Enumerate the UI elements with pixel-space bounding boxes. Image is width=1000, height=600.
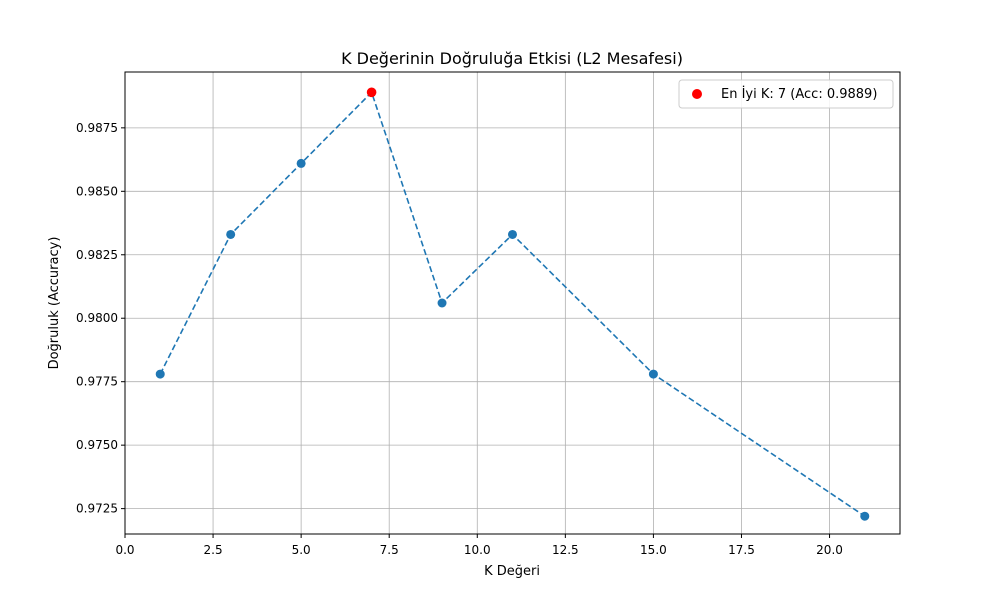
legend-marker-best-k bbox=[692, 89, 702, 99]
series-line bbox=[159, 90, 866, 517]
x-tick-label: 12.5 bbox=[552, 543, 579, 557]
y-tick-label: 0.9725 bbox=[76, 502, 118, 516]
y-tick-label: 0.9800 bbox=[76, 311, 118, 325]
data-point bbox=[508, 229, 517, 239]
x-tick-label: 20.0 bbox=[816, 543, 843, 557]
x-tick-label: 17.5 bbox=[728, 543, 755, 557]
data-point bbox=[296, 158, 306, 168]
y-tick-label: 0.9875 bbox=[76, 121, 118, 135]
best-k-point bbox=[366, 87, 377, 98]
x-tick-label: 2.5 bbox=[204, 543, 223, 557]
legend-entry-best-k: En İyi K: 7 (Acc: 0.9889) bbox=[721, 86, 877, 102]
data-point bbox=[155, 369, 165, 379]
x-tick-label: 15.0 bbox=[640, 543, 667, 557]
data-point bbox=[226, 229, 236, 239]
y-tick-label: 0.9775 bbox=[76, 375, 118, 389]
y-tick-label: 0.9850 bbox=[76, 184, 118, 198]
y-tick-label: 0.9825 bbox=[76, 248, 118, 262]
data-point bbox=[860, 511, 870, 521]
chart-title: K Değerinin Doğruluğa Etkisi (L2 Mesafes… bbox=[341, 49, 683, 68]
legend: En İyi K: 7 (Acc: 0.9889) bbox=[678, 79, 894, 109]
x-axis-label: K Değeri bbox=[484, 564, 540, 579]
y-tick-label: 0.9750 bbox=[76, 438, 118, 452]
series-layer bbox=[155, 87, 870, 521]
legend-box bbox=[678, 79, 894, 109]
plot-frame bbox=[124, 71, 901, 535]
ticks-layer: 0.0 2.5 5.0 7.5 10.0 12.5 15.0 17.5 20.0 0.9725 0.… bbox=[76, 121, 843, 557]
x-tick-label: 0.0 bbox=[115, 543, 134, 557]
x-tick-label: 10.0 bbox=[464, 543, 491, 557]
y-axis-label: Doğruluk (Accuracy) bbox=[47, 237, 62, 370]
data-point bbox=[437, 298, 447, 308]
grid-layer bbox=[124, 72, 900, 534]
x-tick-label: 5.0 bbox=[292, 543, 311, 557]
x-tick-label: 7.5 bbox=[380, 543, 399, 557]
data-point bbox=[648, 369, 658, 379]
